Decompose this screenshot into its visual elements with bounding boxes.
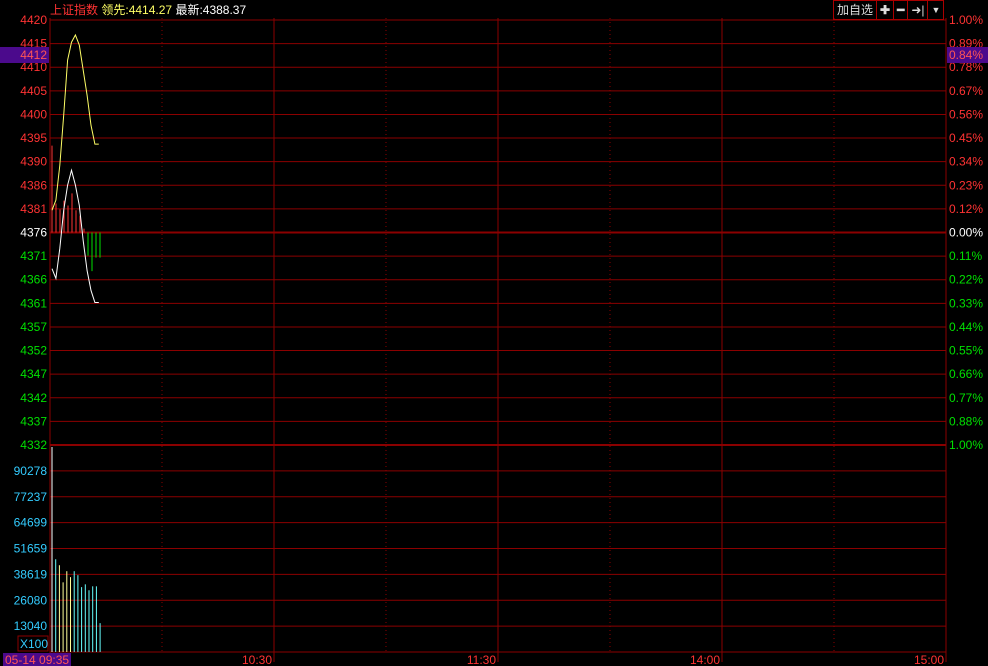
- cursor-price-label: 4412: [20, 48, 47, 62]
- percent-tick-label: 0.11%: [949, 249, 982, 263]
- price-tick-label: 4405: [20, 84, 47, 98]
- price-tick-label: 4410: [20, 60, 47, 74]
- volume-tick-label: 77237: [14, 490, 48, 504]
- minus-icon[interactable]: ━: [894, 1, 909, 19]
- percent-tick-label: 0.22%: [949, 273, 983, 287]
- latest-value: 4388.37: [202, 3, 247, 17]
- time-tick-label: 11:30: [467, 653, 496, 666]
- price-tick-label: 4390: [20, 155, 47, 169]
- percent-tick-label: 0.56%: [949, 107, 983, 121]
- percent-tick-label: 0.88%: [949, 414, 983, 428]
- time-tick-label: 14:00: [690, 653, 720, 666]
- percent-tick-label: 0.67%: [949, 84, 983, 98]
- price-tick-label: 4342: [20, 391, 47, 405]
- price-tick-label: 4420: [20, 13, 47, 27]
- percent-tick-label: 0.66%: [949, 367, 983, 381]
- volume-tick-label: 38619: [14, 567, 48, 581]
- arrow-to-end-icon[interactable]: ➜|: [908, 1, 929, 19]
- cursor-time-box: [3, 653, 71, 666]
- percent-tick-label: 0.34%: [949, 155, 983, 169]
- volume-tick-label: 26080: [14, 593, 48, 607]
- lead-label: 领先:: [101, 3, 129, 17]
- price-tick-label: 4332: [20, 438, 47, 452]
- add-watchlist-button[interactable]: 加自选: [834, 1, 878, 19]
- chart-toolbar: 加自选 ✚ ━ ➜| ▼: [833, 0, 945, 20]
- price-tick-label: 4347: [20, 367, 47, 381]
- price-tick-label: 4376: [20, 226, 47, 240]
- percent-tick-label: 0.12%: [949, 202, 983, 216]
- price-tick-label: 4357: [20, 320, 47, 334]
- percent-tick-label: 1.00%: [949, 13, 983, 27]
- cursor-percent-box: [947, 47, 988, 63]
- price-tick-label: 4395: [20, 131, 47, 145]
- time-tick-label: 15:00: [914, 653, 944, 666]
- price-tick-label: 4352: [20, 344, 47, 358]
- price-tick-label: 4361: [20, 296, 47, 310]
- price-tick-label: 4386: [20, 178, 47, 192]
- percent-tick-label: 0.33%: [949, 296, 983, 310]
- percent-tick-label: 0.23%: [949, 178, 983, 192]
- price-tick-label: 4381: [20, 202, 47, 216]
- caret-down-icon[interactable]: ▼: [931, 5, 941, 15]
- index-name: 上证指数: [50, 3, 99, 17]
- latest-label: 最新:: [175, 3, 203, 17]
- unit-box: [17, 635, 49, 652]
- percent-tick-label: 1.00%: [949, 438, 983, 452]
- volume-tick-label: 90278: [14, 464, 48, 478]
- time-tick-label: 10:30: [242, 653, 272, 666]
- percent-tick-label: 0.55%: [949, 344, 983, 358]
- price-line: [51, 168, 99, 304]
- lead-value: 4414.27: [128, 3, 173, 17]
- volume-tick-label: 13040: [14, 619, 48, 633]
- cursor-percent-label: 0.84%: [949, 48, 983, 62]
- volume-tick-label: 64699: [14, 516, 48, 530]
- percent-tick-label: 0.00%: [949, 226, 983, 240]
- percent-tick-label: 0.44%: [949, 320, 983, 334]
- percent-tick-label: 0.78%: [949, 60, 983, 74]
- volume-unit-label: X100: [20, 637, 48, 651]
- plus-icon[interactable]: ✚: [877, 1, 895, 19]
- price-tick-label: 4366: [20, 273, 47, 287]
- price-tick-label: 4371: [20, 249, 47, 263]
- lead-line: [51, 33, 99, 211]
- percent-tick-label: 0.45%: [949, 131, 983, 145]
- volume-tick-label: 51659: [14, 542, 48, 556]
- price-tick-label: 4337: [20, 414, 47, 428]
- percent-tick-label: 0.77%: [949, 391, 983, 405]
- chart-header: 上证指数 领先:4414.27 最新:4388.37: [50, 1, 246, 18]
- price-tick-label: 4400: [20, 107, 47, 121]
- cursor-price-box: [0, 47, 49, 63]
- cursor-time-label: 05-14 09:35: [5, 653, 69, 666]
